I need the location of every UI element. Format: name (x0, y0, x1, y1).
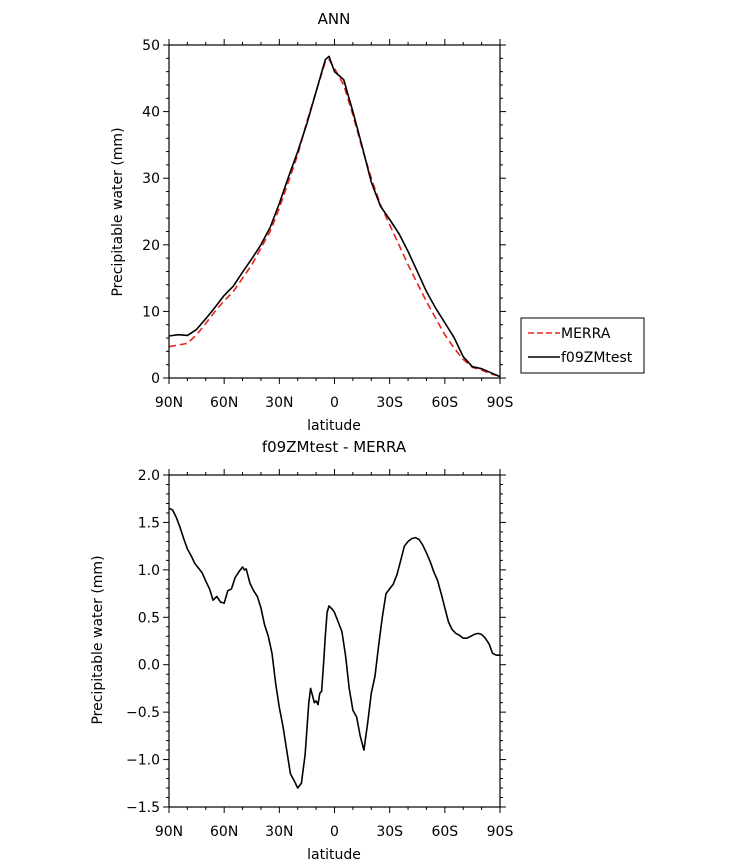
y-tick-label: 0.5 (138, 610, 160, 626)
legend-label-f09zmtest: f09ZMtest (561, 350, 633, 366)
plot-frame (168, 474, 501, 808)
y-tick-label: 0.0 (138, 658, 160, 674)
y-tick-label: 1.0 (138, 563, 160, 579)
x-axis-label: latitude (307, 847, 361, 863)
panel-annual-mean: ANN latitude Precipitable water (mm) 0 10… (110, 10, 513, 434)
series-line-difference (168, 507, 500, 789)
chart-title: ANN (318, 10, 351, 28)
x-tick-label: 0 (330, 824, 339, 840)
y-tick-label: 0 (151, 371, 160, 387)
x-tick-label: 30N (265, 395, 293, 411)
plot-frame (168, 44, 501, 379)
x-tick-label: 60N (210, 824, 238, 840)
series-line-f09zmtest (168, 55, 501, 378)
legend-box (520, 317, 645, 374)
x-tick-label: 30N (265, 824, 293, 840)
legend: MERRA f09ZMtest (520, 317, 645, 374)
x-tick-label: 30S (376, 395, 403, 411)
x-axis-label: latitude (307, 418, 361, 434)
x-tick-label: 90S (487, 395, 514, 411)
y-tick-label: 30 (142, 171, 160, 187)
x-tick-label: 60N (210, 395, 238, 411)
y-tick-label: 20 (142, 238, 160, 254)
y-tick-label: 1.5 (138, 515, 160, 531)
series-line-merra (168, 58, 501, 377)
x-tick-label: 90N (155, 395, 183, 411)
y-tick-label: 2.0 (138, 468, 160, 484)
y-tick-label: 50 (142, 38, 160, 54)
y-tick-label: 40 (142, 105, 160, 121)
x-tick-label: 0 (330, 395, 339, 411)
x-tick-label: 90S (487, 824, 514, 840)
y-axis-label: Precipitable water (mm) (110, 127, 126, 296)
y-tick-label: −0.5 (126, 705, 160, 721)
y-tick-label: 10 (142, 304, 160, 320)
y-tick-label: −1.5 (126, 800, 160, 816)
y-tick-label: −1.0 (126, 753, 160, 769)
y-axis-label: Precipitable water (mm) (90, 555, 106, 724)
x-tick-label: 60S (431, 395, 458, 411)
chart-title: f09ZMtest - MERRA (262, 438, 407, 456)
legend-label-merra: MERRA (561, 326, 611, 342)
x-tick-label: 30S (376, 824, 403, 840)
panel-difference: f09ZMtest - MERRA latitude Precipitable … (90, 438, 513, 863)
x-tick-label: 90N (155, 824, 183, 840)
x-tick-label: 60S (431, 824, 458, 840)
